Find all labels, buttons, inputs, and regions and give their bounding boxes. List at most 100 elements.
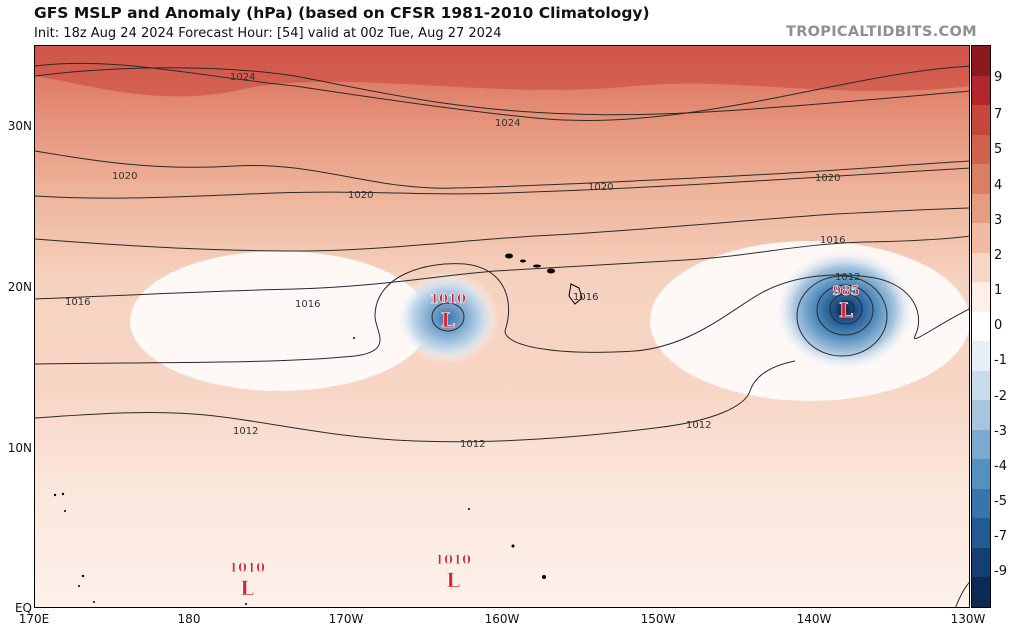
island-dot: [542, 575, 546, 579]
low-s-symbol: L: [446, 568, 460, 592]
isobar-east-low-ring-2: [816, 284, 874, 336]
map-svg: 1024 1024 1020 1020 1020 1020 1016 1016 …: [35, 46, 969, 607]
colorbar-tick: 3: [994, 213, 1003, 228]
island-kauai: [505, 253, 513, 259]
isobar-labels: 1024 1024 1020 1020 1020 1020 1016 1016 …: [65, 72, 860, 450]
colorbar-segment: [972, 370, 990, 401]
isobar-label: 1012: [835, 272, 860, 283]
colorbar-segment: [972, 488, 990, 519]
low-west-symbol: L: [441, 308, 455, 332]
isobar-1020-b: [35, 167, 969, 199]
colorbar-segment: [972, 75, 990, 106]
isobar-label: 1020: [112, 171, 137, 182]
colorbar-tick: -1: [994, 353, 1007, 368]
colorbar-segment: [972, 311, 990, 342]
island-oahu: [520, 259, 526, 263]
island-dot: [53, 493, 57, 497]
island-dot: [61, 492, 65, 496]
low-anomaly-west: [395, 272, 499, 364]
isobar-label: 1016: [573, 292, 598, 303]
colorbar-tick: -3: [994, 424, 1007, 439]
colorbar-segment: [972, 341, 990, 371]
colorbar-tick: 5: [994, 142, 1003, 157]
coastlines: [53, 253, 583, 605]
colorbar-tick: 9: [994, 70, 1003, 85]
isobar-label: 1012: [686, 420, 711, 431]
island-dot: [78, 585, 80, 587]
isobar-1012: [35, 360, 796, 443]
colorbar-tick: 1: [994, 283, 1003, 298]
colorbar-segment: [972, 577, 990, 607]
colorbar-segment: [972, 518, 990, 548]
map-panel[interactable]: 1024 1024 1020 1020 1020 1020 1016 1016 …: [34, 45, 970, 608]
island-dot: [64, 510, 66, 512]
lon-label-130w: 130W: [950, 612, 986, 626]
colorbar-tick: 7: [994, 107, 1003, 122]
colorbar-segment: [972, 400, 990, 430]
isobar-1020-a: [35, 150, 969, 189]
pressure-centers: 1010 L 985 L 1010 L 1010 L: [229, 284, 860, 601]
colorbar-segment: [972, 547, 990, 578]
isobar-label: 1016: [820, 235, 845, 246]
lon-label-180: 180: [177, 612, 201, 626]
isobar-east-low-ring-3: [829, 293, 863, 325]
lon-label-140w: 140W: [796, 612, 832, 626]
low-east-symbol: L: [839, 298, 853, 322]
lat-label-eq: EQ: [14, 601, 32, 615]
island-dot: [511, 544, 515, 548]
isobar-1016-wave: [35, 263, 969, 365]
island-big-island: [568, 283, 583, 305]
island-maui: [547, 268, 555, 274]
isobar-label: 1012: [233, 426, 258, 437]
chart-subtitle: Init: 18z Aug 24 2024 Forecast Hour: [54…: [34, 26, 502, 41]
lon-label-160w: 160W: [484, 612, 520, 626]
island-dot: [245, 603, 247, 605]
colorbar-segment: [972, 46, 990, 76]
low-sw-value: 1010: [229, 561, 265, 576]
lat-label-20n: 20N: [7, 280, 32, 294]
isobar-label: 1012: [460, 439, 485, 450]
isobar-label: 1024: [230, 72, 255, 83]
isobar-1012-se: [955, 582, 969, 607]
isobar-label: 1020: [588, 182, 613, 193]
isobar-label: 1016: [295, 299, 320, 310]
brand-watermark: TROPICALTIDBITS.COM: [786, 24, 977, 40]
colorbar-tick: -9: [994, 564, 1007, 579]
isobars: [35, 62, 969, 607]
colorbar-tick: -7: [994, 529, 1007, 544]
colorbar-tick: 0: [994, 318, 1003, 333]
isobar-label: 1020: [815, 173, 840, 184]
colorbar-tick: 2: [994, 248, 1003, 263]
chart-title: GFS MSLP and Anomaly (hPa) (based on CFS…: [34, 4, 650, 22]
neutral-band-west: [130, 251, 430, 391]
colorbar-segment: [972, 459, 990, 489]
isobar-label: 1016: [65, 297, 90, 308]
lon-label-170w: 170W: [328, 612, 364, 626]
lon-label-150w: 150W: [640, 612, 676, 626]
colorbar-segment: [972, 282, 990, 312]
colorbar-segment: [972, 429, 990, 460]
low-s-value: 1010: [435, 553, 471, 568]
colorbar-tick: -5: [994, 494, 1007, 509]
lat-label-10n: 10N: [7, 441, 32, 455]
isobar-1024-b: [35, 67, 969, 116]
isobar-1024-a: [35, 62, 969, 121]
colorbar-segment: [972, 252, 990, 283]
isobar-1020-c: [35, 207, 969, 252]
colorbar-tick: 4: [994, 178, 1003, 193]
isobar-east-low-ring-1: [796, 275, 888, 357]
island-dot: [93, 601, 95, 603]
isobar-label: 1024: [495, 118, 520, 129]
lon-label-170e: 170E: [18, 612, 50, 626]
low-west-value: 1010: [430, 292, 466, 307]
colorbar-segment: [972, 193, 990, 224]
island-dot: [353, 337, 355, 339]
colorbar-tick: -4: [994, 459, 1007, 474]
colorbar-tick: -2: [994, 389, 1007, 404]
colorbar: [971, 45, 991, 608]
low-east-value: 985: [832, 284, 859, 299]
colorbar-segment: [972, 164, 990, 194]
high-anomaly-region: [35, 46, 969, 97]
island-molokai: [533, 264, 541, 268]
low-sw-symbol: L: [240, 576, 254, 600]
